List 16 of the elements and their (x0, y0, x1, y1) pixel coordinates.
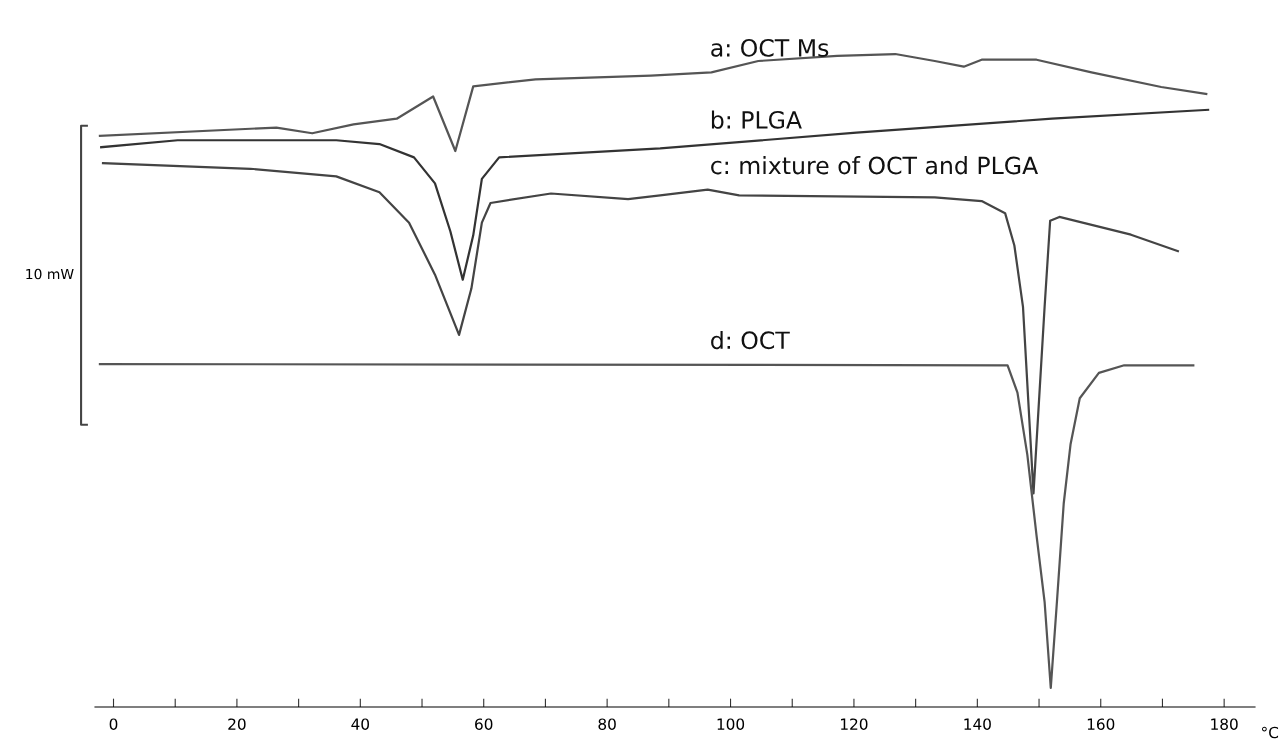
x-tick-label: 20 (228, 718, 246, 730)
x-tick-label: 60 (475, 718, 493, 730)
series-label: a: OCT Ms (711, 38, 829, 57)
x-axis-title: °C (1262, 726, 1279, 739)
x-tick-label: 40 (351, 718, 370, 730)
x-tick-label: 0 (109, 718, 118, 730)
x-tick-label: 120 (841, 718, 868, 730)
x-tick-label: 100 (717, 718, 745, 730)
x-tick-label: 160 (1087, 718, 1115, 730)
series-label: d: OCT (711, 330, 790, 350)
y-axis-title: 10 mW (26, 268, 74, 280)
series-label: c: mixture of OCT and PLGA (711, 156, 1039, 175)
x-tick-label: 140 (964, 718, 991, 730)
series-label: b: PLGA (711, 110, 802, 129)
x-tick-label: 80 (598, 718, 616, 730)
x-tick-label: 180 (1211, 718, 1238, 730)
